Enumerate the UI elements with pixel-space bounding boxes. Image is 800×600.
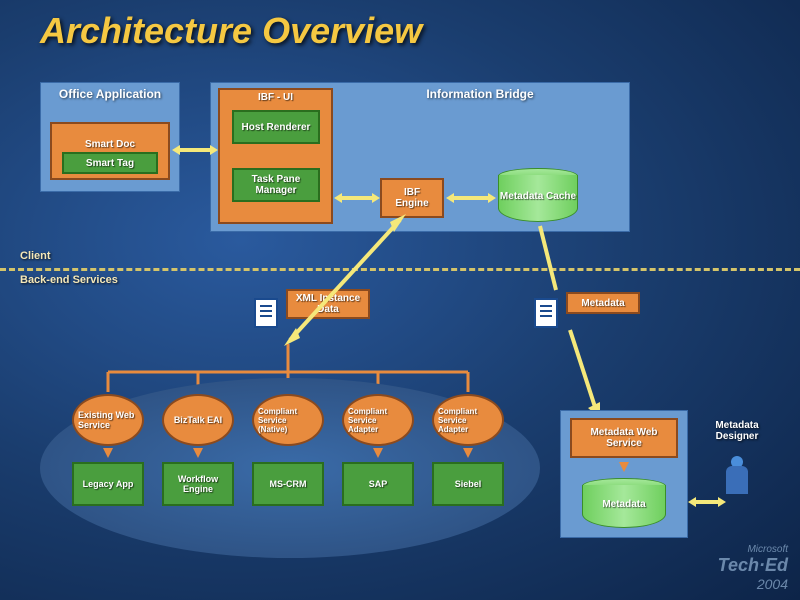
metadata-ws-box: Metadata Web Service xyxy=(570,418,678,458)
xml-doc-icon xyxy=(254,298,278,328)
app-sap: SAP xyxy=(342,462,414,506)
metadata-store-cylinder: Metadata xyxy=(582,478,666,528)
service-biztalk: BizTalk EAI xyxy=(162,394,234,446)
arrow-head-icon xyxy=(446,193,454,203)
metadata-ws-label: Metadata Web Service xyxy=(572,425,676,451)
service-native-label: Compliant Service (Native) xyxy=(254,405,322,436)
service-adapter2: Compliant Service Adapter xyxy=(432,394,504,446)
arrow-head-icon xyxy=(210,145,218,155)
service-adapter1-label: Compliant Service Adapter xyxy=(344,405,412,436)
app-siebel-label: Siebel xyxy=(455,479,482,489)
arrow-ui-engine xyxy=(340,196,374,200)
arrow-head-icon xyxy=(372,193,380,203)
smart-doc-label: Smart Doc xyxy=(81,137,139,152)
logo-brand: Microsoft xyxy=(718,544,788,555)
app-legacy: Legacy App xyxy=(72,462,144,506)
arrow-down-icon xyxy=(103,448,113,458)
metadata-doc-icon xyxy=(534,298,558,328)
metadata-tag-box: Metadata xyxy=(566,292,640,314)
app-workflow-label: Workflow Engine xyxy=(164,474,232,494)
smart-tag-label: Smart Tag xyxy=(86,158,134,169)
app-workflow: Workflow Engine xyxy=(162,462,234,506)
arrow-head-icon xyxy=(172,145,180,155)
metadata-tag-label: Metadata xyxy=(577,296,628,311)
app-siebel: Siebel xyxy=(432,462,504,506)
ibf-ui-label: IBF - UI xyxy=(254,90,297,105)
service-biztalk-label: BizTalk EAI xyxy=(170,413,226,427)
arrow-engine-cache xyxy=(452,196,490,200)
metadata-cache-cylinder: Metadata Cache xyxy=(498,168,578,222)
arrow-down-icon xyxy=(619,462,629,472)
ibf-engine-label: IBF Engine xyxy=(382,185,442,211)
arrow-down-icon xyxy=(463,448,473,458)
app-sap-label: SAP xyxy=(369,479,388,489)
arrow-designer-meta xyxy=(694,500,720,504)
smart-tag-box: Smart Tag xyxy=(62,152,158,174)
task-pane-box: Task Pane Manager xyxy=(232,168,320,202)
metadata-store-label: Metadata xyxy=(602,499,645,510)
host-renderer-label: Host Renderer xyxy=(242,122,311,133)
arrow-office-bridge xyxy=(178,148,212,152)
metadata-cache-label: Metadata Cache xyxy=(500,191,576,202)
arrow-down-icon xyxy=(193,448,203,458)
arrow-down-icon xyxy=(373,448,383,458)
arrow-head-icon xyxy=(488,193,496,203)
teched-logo: Microsoft Tech·Ed 2004 xyxy=(718,544,788,592)
slide-title: Architecture Overview xyxy=(40,10,422,52)
arrow-head-icon xyxy=(718,497,726,507)
client-backend-divider xyxy=(0,268,800,271)
office-title: Office Application xyxy=(41,83,179,105)
service-native: Compliant Service (Native) xyxy=(252,394,324,446)
ibf-ui-box: IBF - UI xyxy=(218,88,333,224)
logo-event: Tech·Ed xyxy=(718,555,788,576)
xml-data-box: XML Instance Data xyxy=(286,289,370,319)
xml-data-label: XML Instance Data xyxy=(288,291,368,317)
task-pane-label: Task Pane Manager xyxy=(234,174,318,196)
client-label: Client xyxy=(20,250,51,262)
app-mscrm: MS-CRM xyxy=(252,462,324,506)
app-legacy-label: Legacy App xyxy=(83,479,134,489)
service-existing-web: Existing Web Service xyxy=(72,394,144,446)
service-existing-label: Existing Web Service xyxy=(74,408,142,432)
service-adapter2-label: Compliant Service Adapter xyxy=(434,405,502,436)
logo-year: 2004 xyxy=(718,576,788,592)
service-adapter1: Compliant Service Adapter xyxy=(342,394,414,446)
backend-label: Back-end Services xyxy=(20,274,118,286)
arrow-head-icon xyxy=(334,193,342,203)
person-icon xyxy=(726,456,748,494)
ibf-engine-box: IBF Engine xyxy=(380,178,444,218)
app-mscrm-label: MS-CRM xyxy=(270,479,307,489)
host-renderer-box: Host Renderer xyxy=(232,110,320,144)
designer-label: Metadata Designer xyxy=(702,420,772,442)
arrow-head-icon xyxy=(688,497,696,507)
